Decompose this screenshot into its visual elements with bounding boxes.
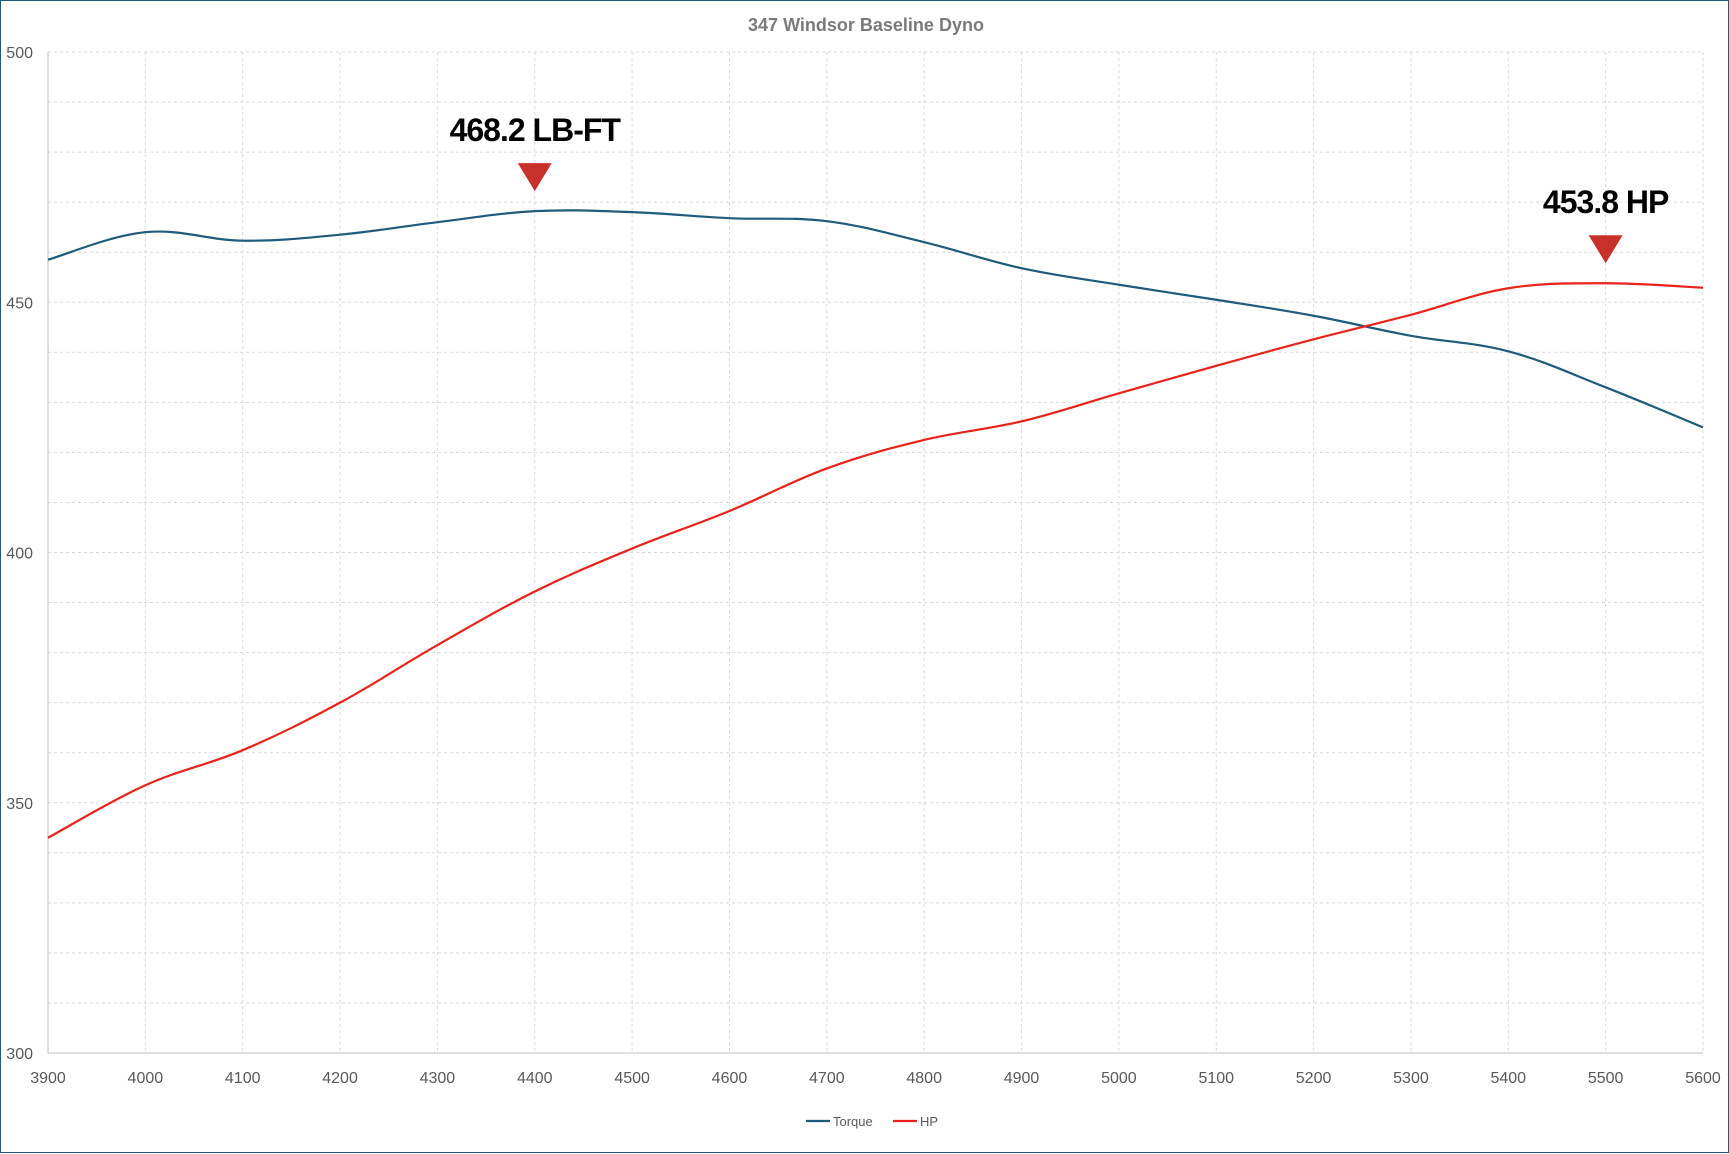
chart-title: 347 Windsor Baseline Dyno — [748, 15, 984, 35]
x-tick-label: 4100 — [225, 1070, 261, 1087]
annotations: 468.2 LB-FT 453.8 HP — [450, 112, 1670, 264]
y-axis-tick-labels: 300 350 400 450 500 — [6, 45, 33, 1063]
x-tick-label: 5400 — [1490, 1070, 1526, 1087]
x-tick-label: 5100 — [1198, 1070, 1234, 1087]
axes — [47, 52, 1703, 1054]
x-tick-label: 4500 — [614, 1070, 650, 1087]
legend-label-hp: HP — [920, 1114, 938, 1129]
x-tick-label: 4600 — [712, 1070, 748, 1087]
legend: Torque HP — [806, 1114, 938, 1129]
y-tick-label: 450 — [6, 295, 33, 312]
annotation-label-0: 468.2 LB-FT — [450, 112, 622, 148]
y-tick-label: 500 — [6, 45, 33, 62]
x-tick-label: 5300 — [1393, 1070, 1429, 1087]
x-tick-label: 4800 — [906, 1070, 942, 1087]
series — [47, 209, 1704, 839]
y-tick-label: 350 — [6, 796, 33, 813]
x-tick-label: 5500 — [1588, 1070, 1624, 1087]
x-tick-label: 3900 — [30, 1070, 66, 1087]
x-tick-label: 5600 — [1685, 1070, 1721, 1087]
x-axis-tick-labels: 3900 4000 4100 4200 4300 4400 4500 4600 4700 4800… — [30, 1070, 1721, 1087]
y-tick-label: 300 — [6, 1046, 33, 1063]
x-tick-label: 4200 — [322, 1070, 358, 1087]
series-line-torque — [47, 209, 1704, 429]
grid — [48, 51, 1704, 1053]
legend-label-torque: Torque — [833, 1114, 873, 1129]
x-tick-label: 4400 — [517, 1070, 553, 1087]
y-tick-label: 400 — [6, 546, 33, 563]
series-line-hp — [47, 282, 1704, 839]
annotation-label-1: 453.8 HP — [1543, 184, 1669, 220]
x-tick-label: 4300 — [420, 1070, 456, 1087]
annotation-marker-1 — [1588, 235, 1623, 264]
x-tick-label: 5000 — [1101, 1070, 1137, 1087]
x-tick-label: 5200 — [1296, 1070, 1332, 1087]
x-tick-label: 4700 — [809, 1070, 845, 1087]
x-tick-label: 4900 — [1004, 1070, 1040, 1087]
x-tick-label: 4000 — [128, 1070, 164, 1087]
annotation-marker-0 — [517, 163, 552, 192]
